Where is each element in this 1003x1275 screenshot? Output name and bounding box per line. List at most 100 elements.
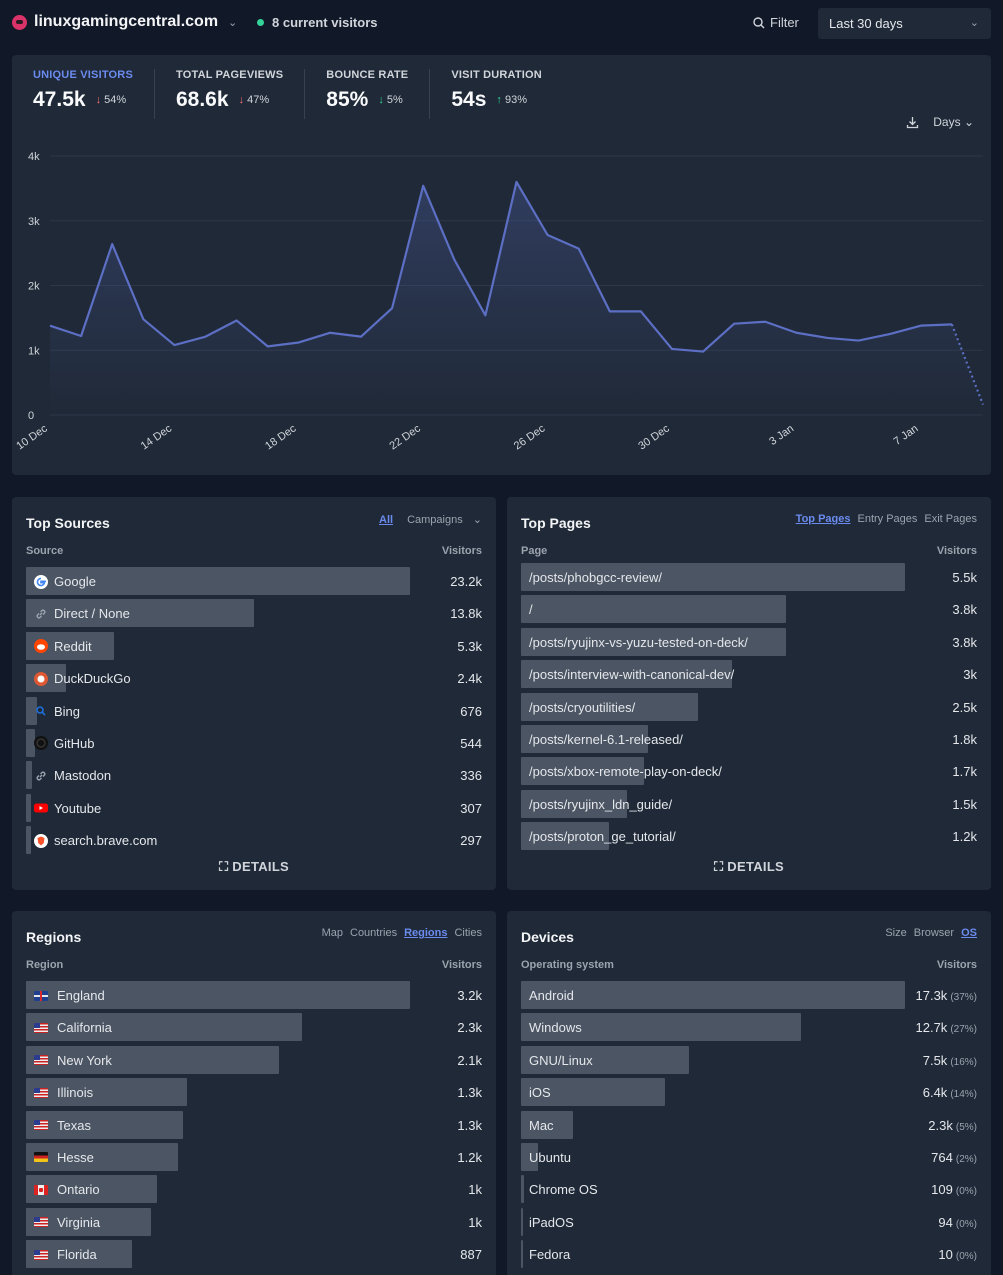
item-label-text: Youtube bbox=[54, 800, 102, 816]
interval-select[interactable]: Days ⌄ bbox=[933, 115, 974, 129]
list-item[interactable]: Chrome OS 109 (0%) bbox=[521, 1175, 977, 1207]
list-item[interactable]: Texas 1.3k bbox=[26, 1110, 482, 1143]
tab-size[interactable]: Size bbox=[885, 927, 907, 939]
value-bar bbox=[521, 1207, 523, 1236]
list-item[interactable]: Youtube 307 bbox=[26, 793, 482, 826]
filter-button[interactable]: Filter bbox=[753, 15, 799, 30]
period-select[interactable]: Last 30 days ⌄ bbox=[818, 8, 991, 39]
tab-top-pages[interactable]: Top Pages bbox=[795, 513, 851, 525]
item-value-text: 1.2k bbox=[457, 1149, 482, 1165]
stat-unique-visitors[interactable]: UNIQUE VISITORS 47.5k ↓ 54% bbox=[12, 69, 155, 119]
tab-countries[interactable]: Countries bbox=[350, 927, 398, 939]
item-label-text: search.brave.com bbox=[54, 833, 158, 849]
item-value-text: 1.7k bbox=[952, 764, 977, 780]
stat-bounce-rate[interactable]: BOUNCE RATE 85% ↓ 5% bbox=[305, 69, 431, 119]
tab-cities[interactable]: Cities bbox=[454, 927, 482, 939]
data-point bbox=[483, 313, 487, 317]
item-value-text: 544 bbox=[460, 735, 482, 751]
tab-all[interactable]: All bbox=[379, 513, 394, 526]
list-item[interactable]: iPadOS 94 (0%) bbox=[521, 1207, 977, 1240]
list-item[interactable]: GNU/Linux 7.5k (16%) bbox=[521, 1045, 977, 1078]
details-button[interactable]: ⛶ DETAILS bbox=[507, 859, 991, 875]
details-button[interactable]: ⛶ DETAILS bbox=[12, 859, 496, 875]
chevron-down-icon: ⌄ bbox=[472, 514, 482, 526]
list-item[interactable]: Mastodon 336 bbox=[26, 761, 482, 793]
current-visitors-label: 8 current visitors bbox=[272, 15, 378, 30]
list-item[interactable]: search.brave.com 297 bbox=[26, 826, 482, 858]
tab-regions[interactable]: Regions bbox=[404, 927, 448, 939]
list-item[interactable]: Direct / None 13.8k bbox=[26, 599, 482, 631]
stat-total-pageviews[interactable]: TOTAL PAGEVIEWS 68.6k ↓ 47% bbox=[155, 69, 306, 119]
list-item[interactable]: GitHub 544 bbox=[26, 728, 482, 761]
list-item[interactable]: Bing 676 bbox=[26, 696, 482, 729]
item-value-text: 3k bbox=[963, 667, 977, 683]
list-item[interactable]: Ontario 1k bbox=[26, 1175, 482, 1207]
stat-change: ↑ 93% bbox=[496, 94, 527, 106]
item-label: Mastodon bbox=[34, 768, 111, 783]
list-item[interactable]: /posts/kernel-6.1-released/1.8k bbox=[521, 724, 977, 757]
list-item[interactable]: California 2.3k bbox=[26, 1013, 482, 1045]
value-bar bbox=[521, 627, 786, 656]
value-bar bbox=[521, 1110, 573, 1139]
item-value: 2.3k (5%) bbox=[928, 1118, 977, 1133]
list-item[interactable]: DuckDuckGo 2.4k bbox=[26, 664, 482, 696]
list-item[interactable]: Florida 887 bbox=[26, 1240, 482, 1272]
list-item[interactable]: Hesse 1.2k bbox=[26, 1142, 482, 1175]
list-item[interactable]: / 3.8k bbox=[521, 595, 977, 627]
tab-map[interactable]: Map bbox=[321, 927, 343, 939]
search-icon bbox=[753, 16, 765, 28]
list-item[interactable]: /posts/xbox-remote-play-on-deck/1.7k bbox=[521, 757, 977, 789]
item-value-text: 109 bbox=[931, 1182, 953, 1198]
item-label: Bing bbox=[34, 704, 80, 719]
item-value-text: 2.5k bbox=[952, 699, 977, 715]
list-item[interactable]: /posts/cryoutilities/2.5k bbox=[521, 692, 977, 725]
tab-entry-pages[interactable]: Entry Pages bbox=[857, 513, 918, 525]
list-item[interactable]: Fedora 10 (0%) bbox=[521, 1240, 977, 1272]
list-item[interactable]: Virginia 1k bbox=[26, 1207, 482, 1240]
list-item[interactable]: iOS 6.4k (14%) bbox=[521, 1078, 977, 1110]
top-sources-panel: Top Sources All Campaigns ⌄ Source Visit… bbox=[12, 497, 496, 890]
data-point bbox=[515, 180, 519, 184]
item-label: iPadOS bbox=[529, 1215, 574, 1230]
tab-browser[interactable]: Browser bbox=[913, 927, 955, 939]
download-icon[interactable] bbox=[906, 116, 919, 129]
item-label: /posts/xbox-remote-play-on-deck/ bbox=[529, 764, 722, 779]
sources-list: Google 23.2k Direct / None 13.8k Reddit 5.3k D… bbox=[26, 567, 482, 859]
list-item[interactable]: New York 2.1k bbox=[26, 1045, 482, 1078]
list-item[interactable]: England 3.2k bbox=[26, 981, 482, 1013]
current-visitors[interactable]: 8 current visitors bbox=[257, 15, 378, 30]
stat-label: UNIQUE VISITORS bbox=[33, 69, 133, 81]
list-item[interactable]: Android 17.3k (37%) bbox=[521, 981, 977, 1013]
list-item[interactable]: Windows 12.7k (27%) bbox=[521, 1013, 977, 1045]
tab-campaigns[interactable]: Campaigns ⌄ bbox=[400, 513, 482, 526]
list-item[interactable]: Reddit 5.3k bbox=[26, 631, 482, 664]
list-item[interactable]: Ubuntu 764 (2%) bbox=[521, 1142, 977, 1175]
list-item[interactable]: /posts/ryujinx-vs-yuzu-tested-on-deck/3.… bbox=[521, 627, 977, 660]
list-item[interactable]: Google 23.2k bbox=[26, 567, 482, 599]
list-item[interactable]: Mac 2.3k (5%) bbox=[521, 1110, 977, 1143]
list-item[interactable]: /posts/phobgcc-review/5.5k bbox=[521, 563, 977, 595]
value-bar bbox=[521, 563, 905, 591]
item-percentage: (0%) bbox=[955, 1218, 977, 1230]
list-item[interactable]: /posts/ryujinx_ldn_guide/1.5k bbox=[521, 789, 977, 822]
item-value: 1.8k bbox=[952, 732, 977, 747]
site-switcher[interactable]: linuxgamingcentral.com ⌄ bbox=[12, 13, 237, 31]
item-value-text: 23.2k bbox=[450, 574, 482, 589]
column-header-visitors: Visitors bbox=[936, 545, 977, 557]
stat-label: TOTAL PAGEVIEWS bbox=[175, 69, 284, 81]
item-value-text: 13.8k bbox=[450, 606, 482, 622]
list-item[interactable]: /posts/proton_ge_tutorial/1.2k bbox=[521, 822, 977, 854]
item-value: 2.4k bbox=[457, 671, 482, 686]
tab-os[interactable]: OS bbox=[961, 927, 977, 939]
stat-change: ↓ 5% bbox=[378, 94, 402, 106]
item-percentage: (16%) bbox=[950, 1056, 977, 1068]
item-value: 1k bbox=[468, 1182, 482, 1197]
value-bar bbox=[26, 1078, 187, 1107]
tab-exit-pages[interactable]: Exit Pages bbox=[924, 513, 977, 525]
list-item[interactable]: /posts/interview-with-canonical-dev/3k bbox=[521, 660, 977, 692]
arrow-up-icon: ↑ bbox=[496, 94, 502, 106]
data-point bbox=[888, 332, 892, 336]
list-item[interactable]: Illinois 1.3k bbox=[26, 1078, 482, 1110]
item-label-text: Texas bbox=[57, 1117, 91, 1133]
stat-visit-duration[interactable]: VISIT DURATION 54s ↑ 93% bbox=[430, 69, 563, 119]
